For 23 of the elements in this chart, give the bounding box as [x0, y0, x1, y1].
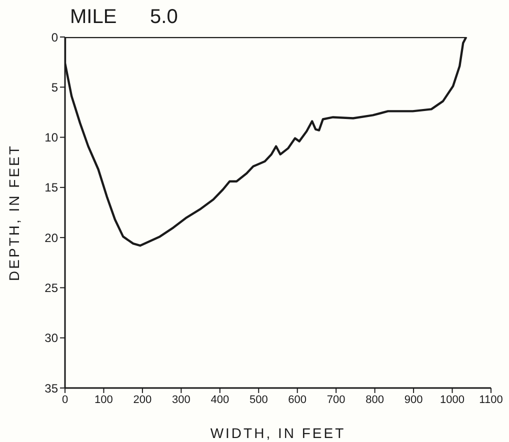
x-tick-label: 700 [326, 394, 346, 406]
x-tick-label: 1100 [479, 394, 503, 406]
y-tick-label: 25 [44, 280, 58, 295]
y-tick-label: 0 [51, 30, 58, 44]
x-axis-title: WIDTH, IN FEET [210, 425, 346, 441]
y-tick-label: 30 [44, 331, 58, 346]
x-tick-label: 500 [249, 394, 268, 406]
x-tick-label: 300 [172, 394, 190, 406]
x-tick-label: 0 [62, 394, 68, 406]
x-tick-label: 400 [210, 394, 230, 406]
x-tick-label: 100 [94, 394, 113, 406]
x-tick-label: 200 [133, 394, 152, 406]
x-tick-label: 1000 [440, 394, 465, 406]
y-tick-label: 5 [51, 80, 58, 94]
x-tick-label: 900 [404, 394, 423, 406]
x-tick-label: 600 [288, 394, 307, 406]
y-tick-label: 15 [44, 180, 58, 195]
y-tick-label: 10 [44, 130, 58, 145]
y-tick-label: 20 [44, 230, 58, 245]
y-axis-title: DEPTH, IN FEET [6, 144, 22, 281]
y-tick-label: 35 [44, 381, 58, 396]
chart-title: MILE 5.0 [70, 6, 178, 29]
x-tick-label: 800 [366, 394, 384, 406]
